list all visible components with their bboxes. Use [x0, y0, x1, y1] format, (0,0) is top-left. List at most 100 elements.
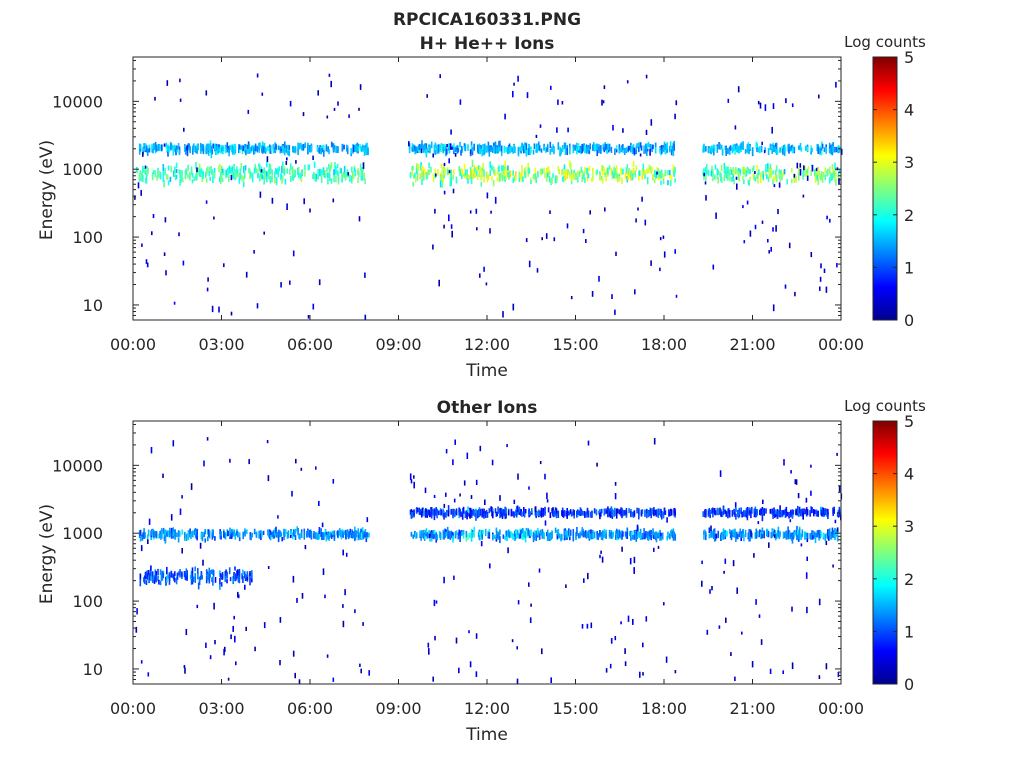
- x-tick-label: 15:00: [552, 335, 598, 354]
- count-cell: [541, 168, 544, 174]
- count-cell: [545, 233, 548, 239]
- count-cell: [792, 532, 795, 540]
- count-cell: [324, 529, 327, 536]
- count-cell: [832, 172, 834, 178]
- count-cell: [769, 163, 772, 170]
- count-cell: [578, 510, 581, 516]
- x-tick-label: 21:00: [729, 699, 775, 718]
- count-cell: [445, 149, 447, 157]
- count-cell: [229, 576, 232, 582]
- count-cell: [422, 507, 424, 513]
- count-cell: [289, 175, 292, 182]
- count-cell: [445, 529, 447, 534]
- x-tick-label: 09:00: [375, 335, 421, 354]
- count-cell: [605, 510, 608, 514]
- count-cell: [549, 148, 552, 155]
- count-cell: [727, 98, 730, 103]
- count-cell: [732, 167, 734, 172]
- count-cell: [739, 528, 742, 534]
- count-cell: [659, 147, 661, 154]
- count-cell: [139, 535, 142, 542]
- count-cell: [461, 168, 463, 174]
- count-cell: [764, 104, 767, 111]
- count-cell: [281, 144, 283, 149]
- count-cell: [482, 144, 484, 149]
- count-cell: [522, 176, 524, 183]
- count-cell: [448, 146, 451, 154]
- count-cell: [352, 144, 354, 150]
- count-cell: [459, 142, 461, 147]
- count-cell: [337, 101, 339, 106]
- count-cell: [772, 178, 774, 184]
- count-cell: [578, 171, 581, 177]
- count-cell: [218, 144, 221, 149]
- count-cell: [507, 165, 509, 171]
- count-cell: [358, 533, 360, 538]
- count-cell: [184, 667, 186, 674]
- count-cell: [775, 150, 778, 155]
- count-cell: [615, 168, 617, 175]
- count-cell: [251, 145, 253, 151]
- count-cell: [570, 174, 573, 181]
- count-cell: [464, 143, 467, 148]
- count-cell: [638, 175, 640, 181]
- count-cell: [832, 564, 834, 568]
- count-cell: [332, 677, 335, 682]
- count-cell: [424, 145, 427, 154]
- count-cell: [293, 530, 296, 537]
- count-cell: [716, 146, 719, 153]
- count-cell: [530, 603, 532, 607]
- count-cell: [768, 542, 770, 548]
- count-cell: [767, 163, 769, 169]
- count-cell: [246, 575, 249, 581]
- count-cell: [720, 509, 722, 516]
- count-cell: [614, 493, 617, 500]
- count-cell: [459, 530, 461, 538]
- count-cell: [790, 470, 792, 474]
- count-cell: [496, 177, 498, 182]
- count-cell: [827, 168, 829, 176]
- count-cell: [665, 146, 668, 154]
- count-cell: [506, 530, 508, 537]
- count-cell: [327, 178, 329, 185]
- count-cell: [157, 167, 159, 175]
- count-cell: [141, 171, 143, 178]
- count-cell: [484, 511, 487, 518]
- count-cell: [615, 145, 618, 150]
- count-cell: [415, 532, 418, 539]
- count-cell: [616, 508, 619, 514]
- count-cell: [534, 510, 537, 516]
- count-cell: [749, 176, 751, 181]
- count-cell: [563, 171, 566, 177]
- count-cell: [291, 490, 293, 497]
- count-cell: [771, 508, 773, 515]
- count-cell: [561, 510, 563, 516]
- count-cell: [163, 143, 166, 147]
- count-cell: [714, 510, 717, 516]
- count-cell: [782, 145, 785, 150]
- count-cell: [504, 113, 506, 120]
- count-cell: [491, 459, 494, 466]
- count-cell: [336, 531, 338, 536]
- count-cell: [608, 511, 611, 517]
- count-cell: [582, 228, 585, 234]
- count-cell: [825, 286, 828, 293]
- count-cell: [205, 642, 207, 648]
- count-cell: [279, 660, 281, 666]
- count-cell: [655, 532, 658, 538]
- count-cell: [645, 74, 648, 79]
- count-cell: [815, 509, 818, 517]
- count-cell: [494, 170, 497, 176]
- count-cell: [805, 507, 808, 513]
- count-cell: [757, 172, 759, 178]
- count-cell: [516, 646, 518, 650]
- count-cell: [308, 164, 311, 170]
- count-cell: [601, 556, 604, 563]
- count-cell: [820, 176, 822, 181]
- count-cell: [432, 153, 434, 158]
- count-cell: [831, 143, 834, 151]
- count-cell: [172, 529, 175, 536]
- count-cell: [546, 532, 548, 537]
- count-cell: [622, 168, 624, 175]
- count-cell: [512, 535, 514, 540]
